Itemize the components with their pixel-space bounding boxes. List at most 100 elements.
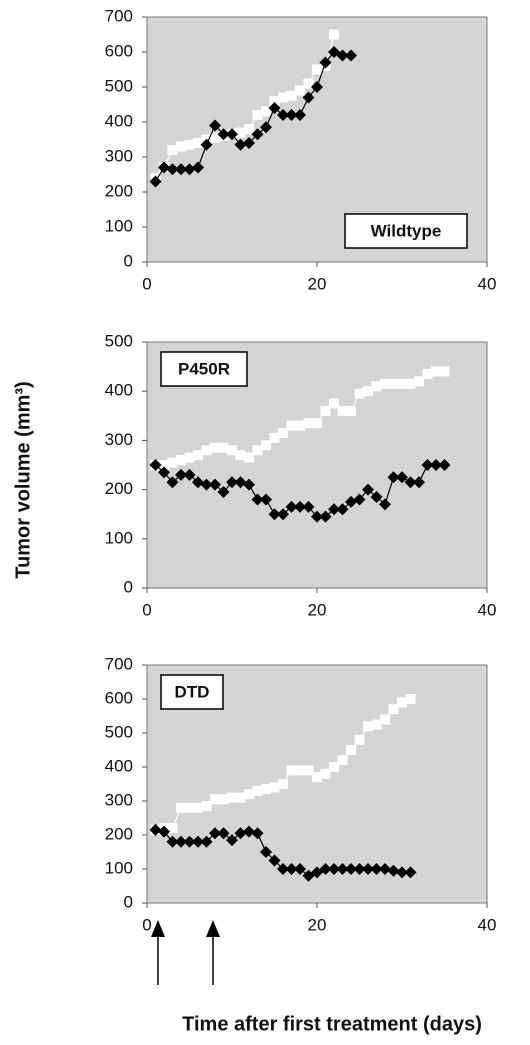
diamond-marker xyxy=(353,863,366,875)
diamond-marker xyxy=(362,483,374,496)
square-marker xyxy=(176,455,186,466)
y-tick-label: 300 xyxy=(105,430,133,449)
square-marker xyxy=(218,442,229,453)
x-tick-label: 0 xyxy=(142,274,151,293)
square-marker xyxy=(176,141,186,152)
diamond-marker xyxy=(158,161,170,174)
square-marker xyxy=(439,366,450,377)
treatment-arrow xyxy=(206,920,220,985)
y-tick-label: 200 xyxy=(105,479,133,498)
diamond-marker xyxy=(387,864,400,877)
square-marker xyxy=(286,420,297,431)
y-tick-label: 0 xyxy=(124,251,133,270)
diamond-marker xyxy=(260,121,272,134)
y-tick-label: 700 xyxy=(105,654,133,673)
square-marker xyxy=(329,398,339,409)
square-marker xyxy=(261,106,271,117)
square-marker xyxy=(303,78,314,89)
square-marker xyxy=(269,96,280,106)
square-marker xyxy=(354,388,365,399)
diamond-marker xyxy=(328,503,340,516)
square-marker xyxy=(405,694,416,704)
diamond-marker xyxy=(200,478,213,491)
square-marker xyxy=(261,784,271,795)
x-tick-label: 20 xyxy=(308,274,327,293)
diamond-marker xyxy=(370,490,383,503)
diamond-marker xyxy=(345,495,357,508)
square-marker xyxy=(176,802,186,813)
diamond-marker xyxy=(438,459,451,471)
diamond-marker xyxy=(149,823,162,836)
diamond-marker xyxy=(243,137,255,149)
square-marker xyxy=(269,782,280,793)
diamond-marker xyxy=(277,109,289,121)
square-marker xyxy=(371,381,382,392)
diamond-marker xyxy=(200,138,213,151)
square-marker xyxy=(346,745,356,755)
square-marker xyxy=(414,376,424,387)
square-marker xyxy=(388,378,399,389)
diamond-marker xyxy=(421,459,434,471)
square-marker xyxy=(320,768,331,779)
diamond-marker xyxy=(226,834,238,847)
diamond-marker xyxy=(285,109,298,121)
panel-label-box xyxy=(344,213,468,249)
square-marker xyxy=(159,460,169,470)
square-marker xyxy=(184,802,195,813)
square-marker xyxy=(346,405,356,416)
y-tick-label: 600 xyxy=(105,41,133,60)
diamond-marker xyxy=(234,827,247,840)
square-marker xyxy=(329,762,339,772)
diamond-marker xyxy=(328,863,340,875)
diamond-marker xyxy=(319,863,332,875)
square-marker xyxy=(295,85,305,96)
square-marker xyxy=(329,29,339,40)
square-marker xyxy=(252,110,263,120)
y-tick-label: 500 xyxy=(105,76,133,95)
square-marker xyxy=(227,792,237,803)
diamond-marker xyxy=(149,175,162,188)
diamond-marker xyxy=(149,459,162,471)
square-marker xyxy=(252,785,263,796)
treatment-arrow xyxy=(151,920,165,985)
diamond-marker xyxy=(260,846,272,858)
diamond-marker xyxy=(158,466,170,479)
square-marker xyxy=(184,452,195,463)
y-tick-label: 400 xyxy=(105,756,133,775)
diamond-marker xyxy=(183,468,196,481)
x-tick-label: 20 xyxy=(308,915,327,934)
diamond-marker xyxy=(319,510,332,523)
diamond-marker xyxy=(209,827,221,840)
diamond-marker xyxy=(183,163,196,176)
diamond-marker xyxy=(251,493,264,506)
square-marker xyxy=(235,127,246,138)
square-marker xyxy=(235,792,246,803)
diamond-marker xyxy=(226,128,238,141)
square-marker xyxy=(295,420,305,431)
square-marker xyxy=(337,755,348,766)
diamond-marker xyxy=(226,476,238,489)
square-marker xyxy=(354,734,365,745)
y-tick-label: 700 xyxy=(105,6,133,25)
square-marker xyxy=(269,432,280,443)
square-marker xyxy=(363,721,373,732)
y-tick-label: 300 xyxy=(105,146,133,165)
diamond-marker xyxy=(251,128,264,141)
diamond-marker xyxy=(175,835,187,848)
diamond-marker xyxy=(362,863,374,875)
diamond-marker xyxy=(209,478,221,491)
y-tick-label: 100 xyxy=(105,858,133,877)
square-marker xyxy=(303,765,314,776)
square-marker xyxy=(312,64,322,75)
diamond-marker xyxy=(345,49,357,62)
square-marker xyxy=(235,450,246,461)
square-marker xyxy=(380,714,390,725)
diamond-marker xyxy=(294,863,306,875)
diamond-marker xyxy=(404,476,417,489)
diamond-marker xyxy=(285,863,298,875)
diamond-marker xyxy=(268,102,281,114)
square-marker xyxy=(422,368,433,379)
diamond-marker xyxy=(396,471,408,484)
diamond-marker xyxy=(217,827,230,840)
